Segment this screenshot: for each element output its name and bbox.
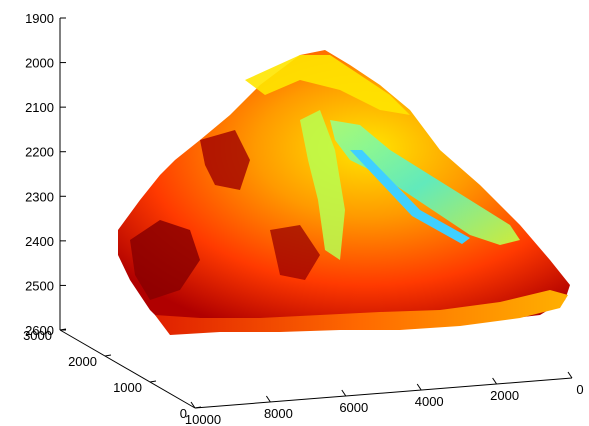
x-tick-mark [190,401,196,409]
x-tick-label: 6000 [339,400,368,415]
surface-cyan-band [330,120,520,245]
y-tick-mark [194,406,202,409]
x-tick-label: 2000 [490,388,519,403]
z-tick-label: 2400 [25,234,54,249]
y-axis-ticks: 3000 2000 1000 0 [23,328,202,421]
x-tick-mark [492,377,498,385]
x-tick-label: 8000 [264,406,293,421]
surface-green-ridge [300,110,345,260]
surface-rim [155,290,568,335]
y-tick-mark [104,354,112,357]
y-tick-label: 0 [180,406,187,421]
y-tick-label: 2000 [68,354,97,369]
z-tick-label: 2200 [25,145,54,160]
x-tick-mark [341,389,347,397]
y-tick-label: 3000 [23,328,52,343]
surface-dark-patch-mid [200,130,250,190]
surface-dark-patch-center [270,225,320,280]
y-tick-mark [149,380,157,383]
z-axis-ticks: 1900 2000 2100 2200 2300 2400 2500 2600 [25,11,66,338]
z-tick-label: 2100 [25,100,54,115]
surface-body [118,50,570,330]
z-tick-label: 2000 [25,56,54,71]
terrain-surface [118,50,570,335]
x-tick-mark [416,383,422,391]
x-axis-ticks: 10000 8000 6000 4000 2000 0 [185,371,584,426]
z-tick-label: 2300 [25,189,54,204]
surface-dark-patch-left [130,220,200,300]
surface-yellow-crest [245,55,410,115]
x-tick-label: 0 [576,382,583,397]
x-tick-label: 10000 [185,412,221,426]
z-tick-label: 1900 [25,11,54,26]
axes: 1900 2000 2100 2200 2300 2400 2500 2600 3000 200… [23,11,584,426]
x-axis-line [194,377,573,409]
y-tick-label: 1000 [113,380,142,395]
z-tick-label: 2500 [25,278,54,293]
x-tick-mark [567,371,573,379]
x-tick-mark [265,395,271,403]
y-axis-line [59,329,196,409]
surface-blue-streak [350,150,470,244]
x-tick-label: 4000 [415,394,444,409]
z-tick-label: 2600 [25,323,54,338]
y-tick-mark [59,328,67,331]
